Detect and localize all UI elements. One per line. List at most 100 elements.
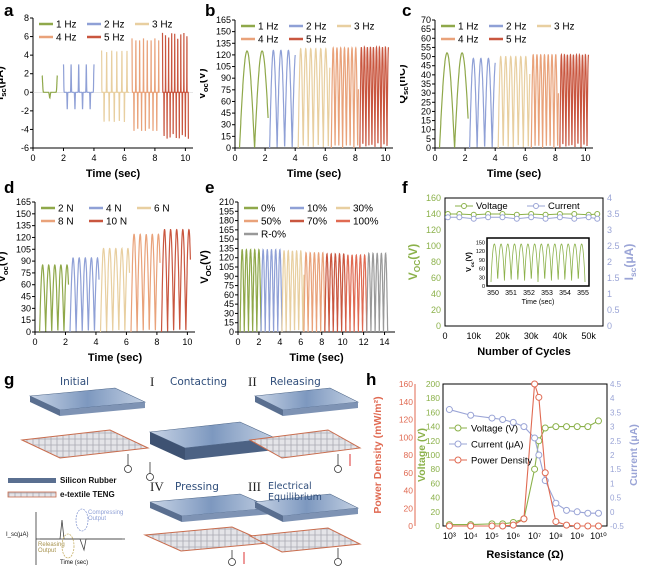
- power-axis-label: Power Density (mW/m²): [372, 396, 384, 513]
- state-title-pressing: Pressing: [175, 481, 219, 493]
- current-point: [513, 215, 520, 222]
- chart-h-resistance: 0204060801001201401601802000204060801001…: [372, 379, 640, 561]
- y-axis-label: VOC(V): [200, 250, 213, 284]
- y-tick-label: 90: [21, 256, 31, 266]
- series-4-hz: [131, 38, 160, 131]
- y-tick-label: 10: [421, 125, 431, 135]
- series-4-hz: [530, 53, 559, 149]
- legend-label: Voltage: [476, 201, 508, 212]
- current-tick-label: 1.5: [610, 465, 622, 474]
- legend-label: 1 Hz: [458, 22, 479, 33]
- series-6-n: [99, 247, 131, 333]
- y-tick-label: 75: [21, 268, 31, 278]
- series-point: [541, 424, 549, 432]
- series-point: [584, 423, 592, 431]
- series-point: [531, 380, 539, 388]
- voltage-tick-label: 180: [426, 393, 440, 403]
- legend-label: 2 N: [58, 204, 74, 215]
- inset-x-tick-label: 350: [487, 290, 499, 297]
- series-2-hz: [269, 49, 296, 149]
- y-tick-label: 25: [421, 97, 431, 107]
- y-tick-label: 90: [221, 73, 231, 83]
- current-tick-label: 4: [610, 394, 615, 403]
- inset-x-tick-label: 354: [559, 290, 571, 297]
- y-tick-label: -4: [21, 124, 29, 134]
- series-4-hz: [330, 46, 359, 149]
- current-point: [444, 214, 451, 221]
- current-point: [542, 215, 549, 222]
- x-tick-label: 8: [319, 337, 324, 347]
- legend-label: Current (μA): [471, 440, 523, 451]
- y-tick-label: 195: [219, 206, 234, 216]
- x-axis-label: Time (sec): [287, 168, 342, 180]
- y-right-tick-label: 0: [607, 321, 612, 331]
- series-point: [563, 423, 571, 431]
- y-tick-label: 35: [421, 79, 431, 89]
- legend-label: 5 Hz: [506, 35, 527, 46]
- x-tick-label: 4: [91, 153, 96, 163]
- x-axis-label: Time (sec): [86, 168, 141, 180]
- series-50-: [303, 251, 326, 333]
- mini-ylabel: I_sc(μA): [6, 532, 29, 538]
- voltage-tick-label: 120: [426, 436, 440, 446]
- current-tick-label: 0.5: [610, 494, 622, 503]
- y-tick-label: 105: [16, 244, 31, 254]
- power-tick-label: 100: [399, 432, 413, 442]
- x-axis-label: Time (sec): [88, 352, 143, 364]
- power-tick-label: 140: [399, 397, 413, 407]
- state-title-equilibrium: Electrical Equilibrium: [268, 481, 322, 503]
- y-right-tick-label: 2.5: [607, 241, 620, 251]
- legend-label: Power Density: [471, 456, 532, 467]
- series-2-n: [39, 263, 70, 333]
- state-numeral-3: III: [248, 479, 261, 494]
- series-point: [445, 406, 453, 414]
- series-70-: [324, 252, 347, 333]
- y-right-tick-label: 4: [607, 193, 612, 203]
- panel-label-b: b: [205, 1, 216, 20]
- x-tick-label: 2: [63, 337, 68, 347]
- y-tick-label: 150: [16, 209, 31, 219]
- legend-label: 4 Hz: [56, 33, 77, 44]
- mini-xlabel: Time (sec): [60, 560, 89, 566]
- x-tick-label: 4: [293, 153, 298, 163]
- y-tick-label: 75: [224, 281, 234, 291]
- y-tick-label: -2: [21, 106, 29, 116]
- series-point: [520, 515, 528, 523]
- inset-x-tick-label: 352: [523, 290, 535, 297]
- y-tick-label: 120: [219, 253, 234, 263]
- series-1-hz: [41, 75, 58, 100]
- y-tick-label: 80: [431, 257, 441, 267]
- legend-label: 4 Hz: [458, 35, 479, 46]
- panel-label-f: f: [402, 178, 408, 197]
- series-r-0-: [366, 251, 389, 333]
- x-tick-label: 10: [338, 337, 348, 347]
- current-point: [485, 214, 492, 221]
- legend-label: R-0%: [261, 230, 286, 241]
- power-tick-label: 160: [399, 379, 413, 389]
- x-axis-label: Time (sec): [289, 352, 344, 364]
- inset-y-tick-label: 90: [479, 258, 485, 264]
- x-tick-label: 6: [124, 337, 129, 347]
- x-tick-label: 10⁸: [549, 531, 563, 541]
- x-axis-label: Number of Cycles: [477, 346, 571, 358]
- y-tick-label: 0: [436, 321, 441, 331]
- x-tick-label: 4: [93, 337, 98, 347]
- current-point: [528, 214, 535, 221]
- y-tick-label: 100: [426, 241, 441, 251]
- x-tick-label: 4: [493, 153, 498, 163]
- current-point: [456, 214, 463, 221]
- x-tick-label: 10⁹: [570, 531, 584, 541]
- y-right-axis-label: Isc(μA): [622, 244, 638, 281]
- current-tick-label: 1: [610, 479, 615, 488]
- legend-label: 5 Hz: [104, 33, 125, 44]
- y-tick-label: 20: [421, 106, 431, 116]
- y-axis-label: Qsc(nC): [400, 64, 410, 103]
- series-point: [563, 521, 571, 529]
- inset-y-tick-label: 0: [482, 284, 485, 290]
- y-tick-label: 165: [219, 225, 234, 235]
- series-point: [509, 521, 517, 529]
- series-2-hz: [62, 64, 95, 110]
- series-point: [573, 508, 581, 516]
